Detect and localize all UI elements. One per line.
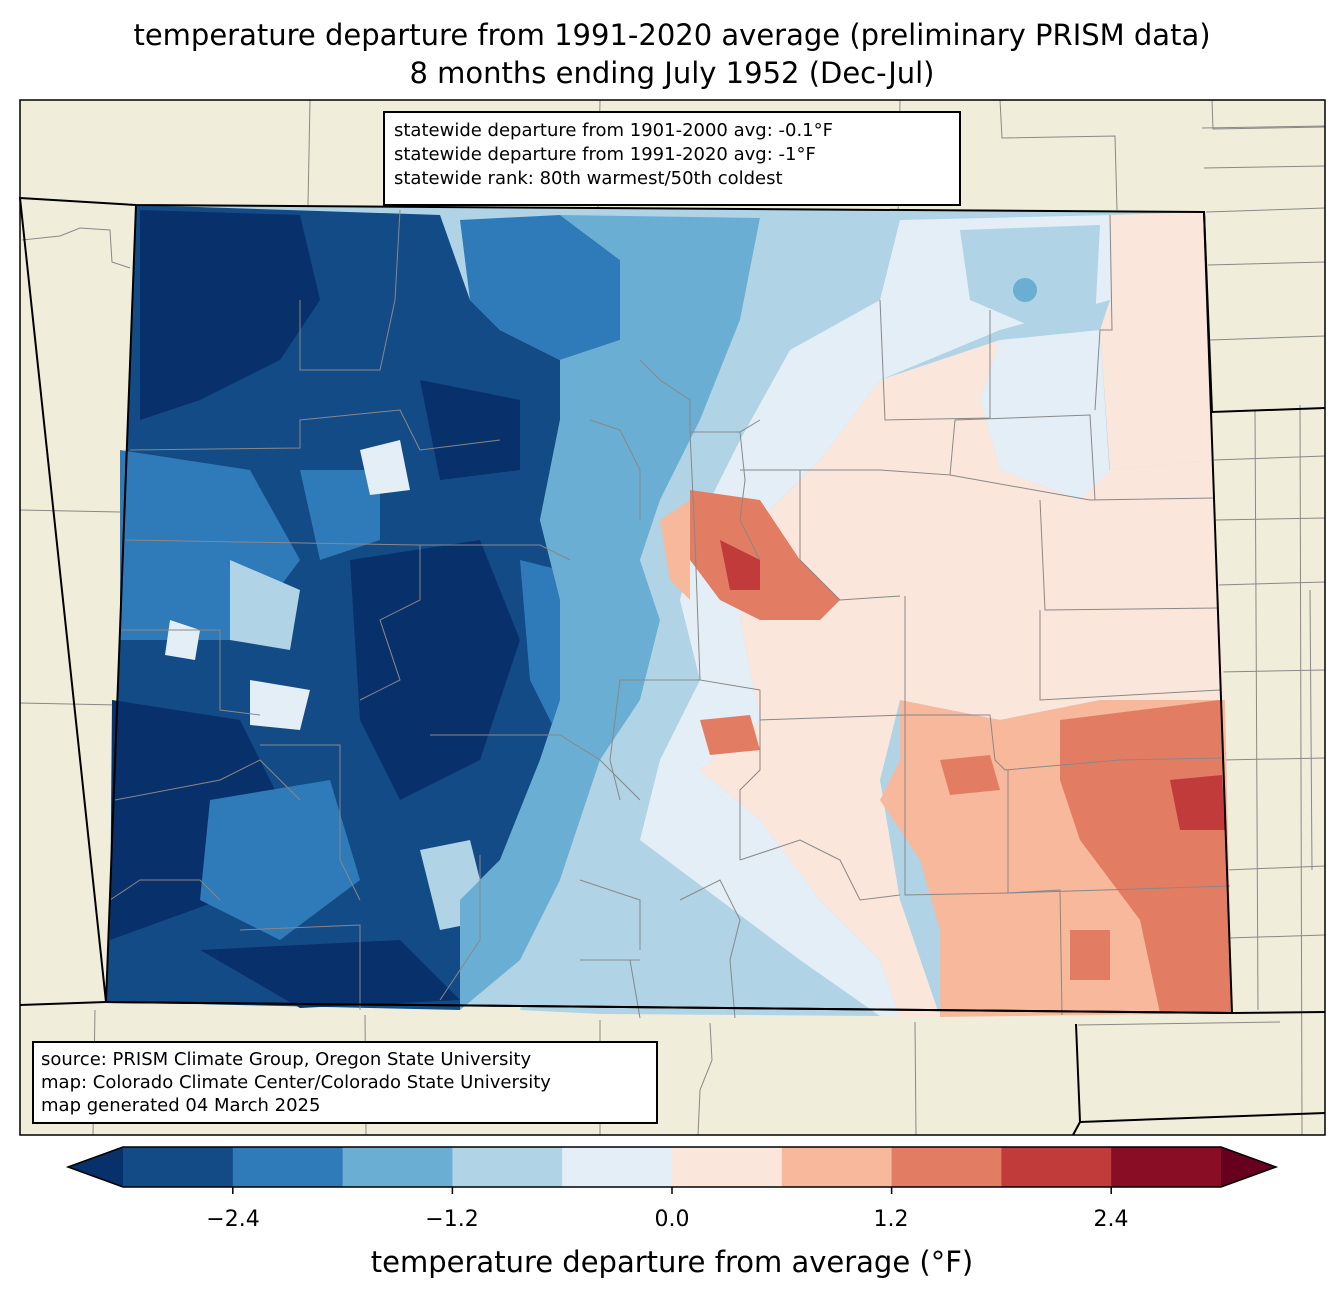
colorbar-tick-label: 1.2: [873, 1207, 909, 1232]
generated-date-line: map generated 04 March 2025: [41, 1095, 321, 1116]
colorbar-bin: [781, 1147, 893, 1187]
colorbar-bin: [1001, 1147, 1112, 1187]
colorbar-tick-label: 0.0: [654, 1207, 690, 1232]
map-title-line2: 8 months ending July 1952 (Dec-Jul): [409, 56, 935, 90]
map-frame: [19, 99, 1326, 1136]
colorbar-bin: [232, 1147, 344, 1187]
colorado-county-lines: [109, 209, 1231, 1019]
colorbar-tick-label: 2.4: [1093, 1207, 1129, 1232]
colorbar-outline: [65, 1146, 1279, 1188]
state-boundaries: [18, 196, 1326, 1136]
colorbar-under-arrow: [68, 1147, 123, 1187]
stats-line-1901-2000: statewide departure from 1901-2000 avg: …: [394, 120, 833, 141]
colorbar-bin: [562, 1147, 673, 1187]
source-line: source: PRISM Climate Group, Oregon Stat…: [41, 1049, 532, 1070]
map-credit-line: map: Colorado Climate Center/Colorado St…: [41, 1072, 551, 1093]
colorbar-bin: [891, 1147, 1002, 1187]
source-credit-box: source: PRISM Climate Group, Oregon Stat…: [32, 1041, 658, 1124]
colorbar-bin: [342, 1147, 453, 1187]
map-title-line1: temperature departure from 1991-2020 ave…: [133, 18, 1211, 52]
colorbar-bin: [452, 1147, 563, 1187]
statewide-stats-box: statewide departure from 1901-2000 avg: …: [383, 111, 961, 206]
colorbar-over-arrow: [1221, 1147, 1276, 1187]
colorbar-bin: [672, 1147, 783, 1187]
colorbar-bin: [123, 1147, 234, 1187]
colorbar-tick-label: −1.2: [425, 1207, 479, 1232]
colorbar-bin: [1111, 1147, 1222, 1187]
stats-line-rank: statewide rank: 80th warmest/50th coldes…: [394, 168, 783, 189]
stats-line-1991-2020: statewide departure from 1991-2020 avg: …: [394, 144, 816, 165]
colorbar-tick-label: −2.4: [206, 1207, 260, 1232]
colorbar: [65, 1146, 1279, 1194]
colorbar-label: temperature departure from average (°F): [370, 1245, 974, 1279]
